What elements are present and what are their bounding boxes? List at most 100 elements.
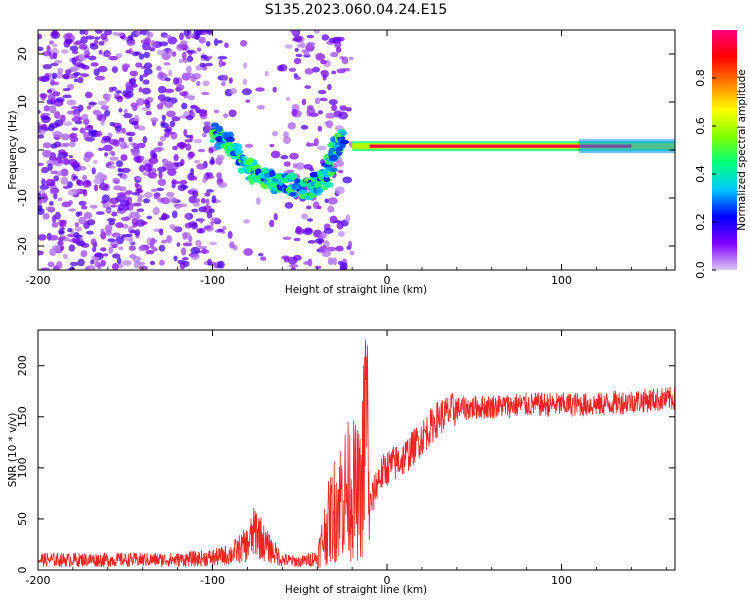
- spectrogram-noise-blob: [173, 255, 178, 262]
- spectrogram-noise-blob: [53, 141, 62, 148]
- spectrogram-noise-blob: [314, 238, 325, 244]
- spectrogram-noise-blob: [49, 188, 59, 195]
- spectrogram-noise-blob: [120, 154, 128, 162]
- spectrogram-noise-blob: [126, 40, 136, 46]
- spectrogram-noise-blob: [182, 256, 189, 261]
- spectrogram-noise-blob: [40, 267, 50, 270]
- spectrogram-noise-blob: [292, 163, 298, 169]
- spectrogram-noise-blob: [138, 164, 146, 173]
- spectrogram-noise-blob: [52, 244, 62, 252]
- spectrogram-noise-blob: [269, 143, 275, 148]
- spectrogram-y-label: Frequency (Hz): [7, 110, 19, 189]
- spectrogram-noise-blob: [80, 205, 88, 210]
- spectrogram-noise-blob: [319, 97, 328, 102]
- spectrogram-noise-blob: [147, 172, 158, 179]
- spectrogram-noise-blob: [325, 112, 336, 119]
- spectrogram-noise-blob: [93, 68, 100, 76]
- spectrogram-noise-blob: [129, 70, 139, 77]
- spectrogram-noise-blob: [129, 254, 137, 259]
- spectrogram-noise-blob: [114, 180, 120, 185]
- spectrogram-noise-blob: [138, 53, 145, 60]
- spectrogram-y-tick-label: -10: [16, 189, 29, 207]
- spectrogram-noise-blob: [133, 120, 139, 125]
- spectrogram-noise-blob: [132, 143, 139, 149]
- spectrogram-noise-blob: [342, 176, 353, 184]
- spectrogram-noise-blob: [107, 165, 116, 169]
- spectrogram-noise-blob: [65, 38, 73, 45]
- spectrogram-noise-blob: [169, 223, 176, 229]
- snr-y-ticks: 0 50 100 150 200: [16, 355, 675, 574]
- spectrogram-band-blob: [269, 170, 276, 178]
- spectrogram-noise-blob: [88, 129, 98, 135]
- spectrogram-noise-blob: [164, 96, 171, 102]
- spectrogram-noise-blob: [190, 246, 201, 255]
- spectrogram-noise-blob: [135, 176, 143, 181]
- spectrogram-noise-blob: [335, 160, 345, 168]
- spectrogram-noise-blob: [317, 110, 323, 115]
- spectrogram-noise-blob: [136, 142, 146, 149]
- spectrogram-noise-blob: [184, 222, 193, 229]
- spectrogram-band-blob: [340, 130, 348, 136]
- spectrogram-noise-blob: [90, 238, 97, 246]
- spectrogram-noise-blob: [100, 228, 105, 234]
- spectrogram-noise-blob: [183, 129, 188, 137]
- spectrogram-noise-blob: [55, 72, 64, 79]
- spectrogram-noise-blob: [157, 94, 166, 101]
- spectrogram-noise-blob: [320, 59, 327, 65]
- spectrogram-noise-blob: [339, 105, 347, 112]
- spectrogram-noise-blob: [121, 127, 126, 134]
- spectrogram-noise-blob: [38, 121, 42, 130]
- spectrogram-noise-blob: [189, 175, 198, 181]
- spectrogram-noise-blob: [104, 109, 111, 117]
- snr-series-line: [38, 339, 675, 569]
- spectrogram-noise-blob: [167, 168, 177, 177]
- spectrogram-noise-blob: [341, 56, 349, 65]
- spectrogram-noise-blob: [164, 131, 170, 138]
- spectrogram-noise-blob: [177, 43, 186, 49]
- spectrogram-noise-blob: [57, 240, 64, 246]
- spectrogram-noise-blob: [306, 42, 316, 46]
- spectrogram-noise-blob: [349, 250, 355, 256]
- spectrogram-noise-blob: [50, 31, 61, 40]
- spectrogram-noise-blob: [194, 197, 201, 204]
- spectrogram-noise-blob: [120, 167, 131, 173]
- spectrogram-noise-blob: [80, 36, 88, 45]
- spectrogram-noise-blob: [272, 131, 278, 137]
- spectrogram-noise-blob: [139, 74, 144, 82]
- spectrogram-noise-blob: [190, 75, 197, 83]
- spectrogram-noise-blob: [307, 258, 313, 267]
- spectrogram-noise-blob: [73, 175, 79, 180]
- spectrogram-noise-blob: [38, 129, 46, 135]
- spectrogram-noise-blob: [180, 184, 189, 190]
- spectrogram-noise-blob: [202, 248, 207, 255]
- spectrogram-band-blob: [215, 125, 224, 132]
- spectrogram-noise-blob: [60, 133, 70, 141]
- spectrogram-noise-blob: [38, 46, 44, 52]
- spectrogram-noise-blob: [55, 97, 65, 103]
- spectrogram-noise-blob: [192, 202, 201, 207]
- colorbar-tick-label: 0.2: [694, 213, 707, 231]
- spectrogram-noise-blob: [81, 113, 89, 121]
- spectrogram-noise-blob: [117, 203, 124, 211]
- spectrogram-noise-blob: [97, 100, 107, 106]
- spectrogram-noise-blob: [112, 139, 121, 147]
- spectrogram-noise-blob: [60, 168, 69, 177]
- spectrogram-noise-blob: [71, 50, 79, 55]
- spectrogram-noise-blob: [166, 235, 173, 244]
- spectrogram-noise-blob: [118, 108, 123, 113]
- colorbar-tick-label: 0.4: [694, 165, 707, 183]
- spectrogram-noise-blob: [222, 74, 229, 82]
- spectrogram-noise-blob: [38, 234, 47, 241]
- spectrogram-noise-blob: [111, 232, 121, 238]
- spectrogram-noise-blob: [52, 214, 57, 223]
- spectrogram-noise-blob: [217, 55, 228, 60]
- spectrogram-noise-blob: [332, 257, 338, 266]
- spectrogram-noise-blob: [108, 246, 114, 254]
- spectrogram-noise-blob: [313, 30, 320, 34]
- spectrogram-noise-blob: [327, 257, 334, 266]
- spectrogram-noise-blob: [303, 49, 310, 56]
- spectrogram-noise-blob: [173, 153, 179, 162]
- spectrogram-noise-blob: [270, 150, 281, 159]
- spectrogram-noise-blob: [48, 201, 54, 206]
- colorbar-tick-label: 0.6: [694, 117, 707, 135]
